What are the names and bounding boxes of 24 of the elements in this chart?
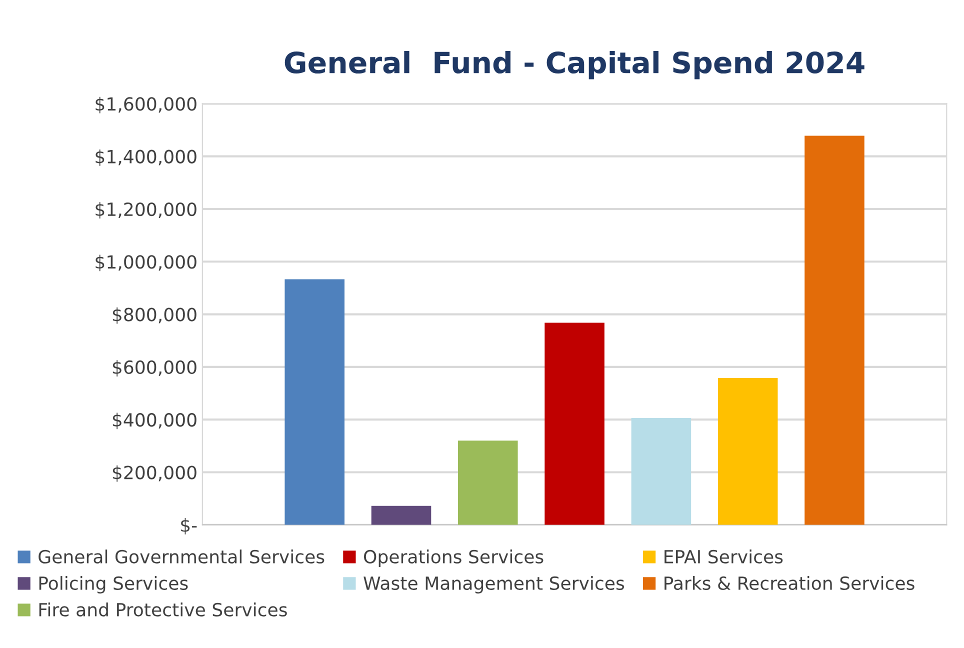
bar bbox=[544, 322, 604, 525]
legend-label: EPAI Services bbox=[664, 550, 783, 564]
bar bbox=[631, 418, 692, 525]
y-tick-label: $600,000 bbox=[112, 360, 196, 376]
y-tick-label: $400,000 bbox=[112, 412, 196, 430]
legend-label: General Governmental Services bbox=[38, 550, 324, 564]
legend-label: Operations Services bbox=[364, 550, 544, 568]
y-tick-label: $1,400,000 bbox=[96, 149, 196, 166]
y-tick-label: $- bbox=[181, 518, 197, 534]
legend-label: Waste Management Services bbox=[364, 576, 624, 594]
y-tick-label: $1,000,000 bbox=[96, 254, 196, 272]
bar bbox=[804, 136, 864, 525]
bar bbox=[284, 279, 344, 525]
y-tick-label: $1,200,000 bbox=[96, 202, 196, 218]
bar bbox=[371, 506, 432, 525]
y-tick-label: $800,000 bbox=[112, 307, 196, 324]
bar bbox=[458, 440, 518, 525]
legend-label: Policing Services bbox=[39, 576, 188, 594]
y-tick-label: $200,000 bbox=[112, 465, 196, 482]
bar bbox=[718, 378, 778, 525]
chart-title: General Fund - Capital Spend 2024 bbox=[284, 50, 864, 80]
legend-label: Fire and Protective Services bbox=[39, 602, 287, 617]
y-tick-label: $1,600,000 bbox=[96, 96, 196, 114]
legend-label: Parks & Recreation Services bbox=[664, 576, 914, 590]
